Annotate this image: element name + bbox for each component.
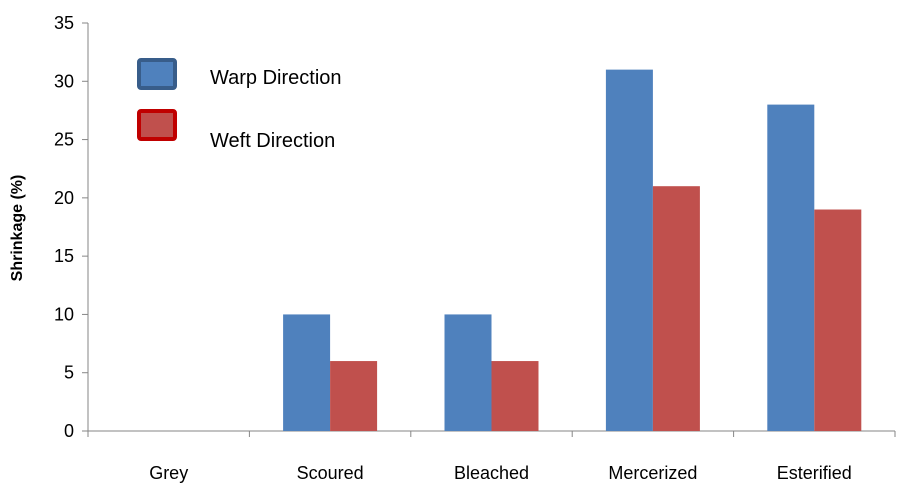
- legend-label-warp-direction: Warp Direction: [210, 67, 342, 89]
- y-axis-title: Shrinkage (%): [9, 175, 26, 282]
- bar-weft-direction: [491, 361, 539, 431]
- y-tick-label: 5: [64, 363, 74, 383]
- bar-weft-direction: [330, 361, 378, 431]
- y-tick-label: 20: [54, 188, 74, 208]
- bar-weft-direction: [814, 209, 862, 431]
- bar-warp-direction: [283, 314, 331, 431]
- y-tick-label: 15: [54, 246, 74, 266]
- y-tick-label: 35: [54, 13, 74, 33]
- legend-swatch-weft-direction: [137, 109, 177, 141]
- tick-labels: 0 5 10 15 20 25 30 35 Grey Scoured Bleached Merceri…: [54, 13, 852, 483]
- x-tick-label: Bleached: [454, 463, 529, 483]
- y-tick-label: 10: [54, 304, 74, 324]
- bar-weft-direction: [652, 186, 700, 431]
- y-tick-label: 0: [64, 421, 74, 441]
- x-tick-label: Esterified: [777, 463, 852, 483]
- y-tick-label: 30: [54, 71, 74, 91]
- x-tick-label: Scoured: [297, 463, 364, 483]
- legend-label-weft-direction: Weft Direction: [210, 130, 335, 152]
- bar-warp-direction: [605, 69, 653, 431]
- bar-warp-direction: [767, 104, 815, 431]
- legend: Warp Direction Weft Direction: [137, 58, 342, 152]
- x-tick-label: Grey: [149, 463, 188, 483]
- bar-warp-direction: [444, 314, 492, 431]
- axes: [82, 22, 896, 437]
- legend-swatch-warp-direction: [137, 58, 177, 90]
- y-tick-label: 25: [54, 130, 74, 150]
- bars: [283, 69, 862, 431]
- x-tick-label: Mercerized: [608, 463, 697, 483]
